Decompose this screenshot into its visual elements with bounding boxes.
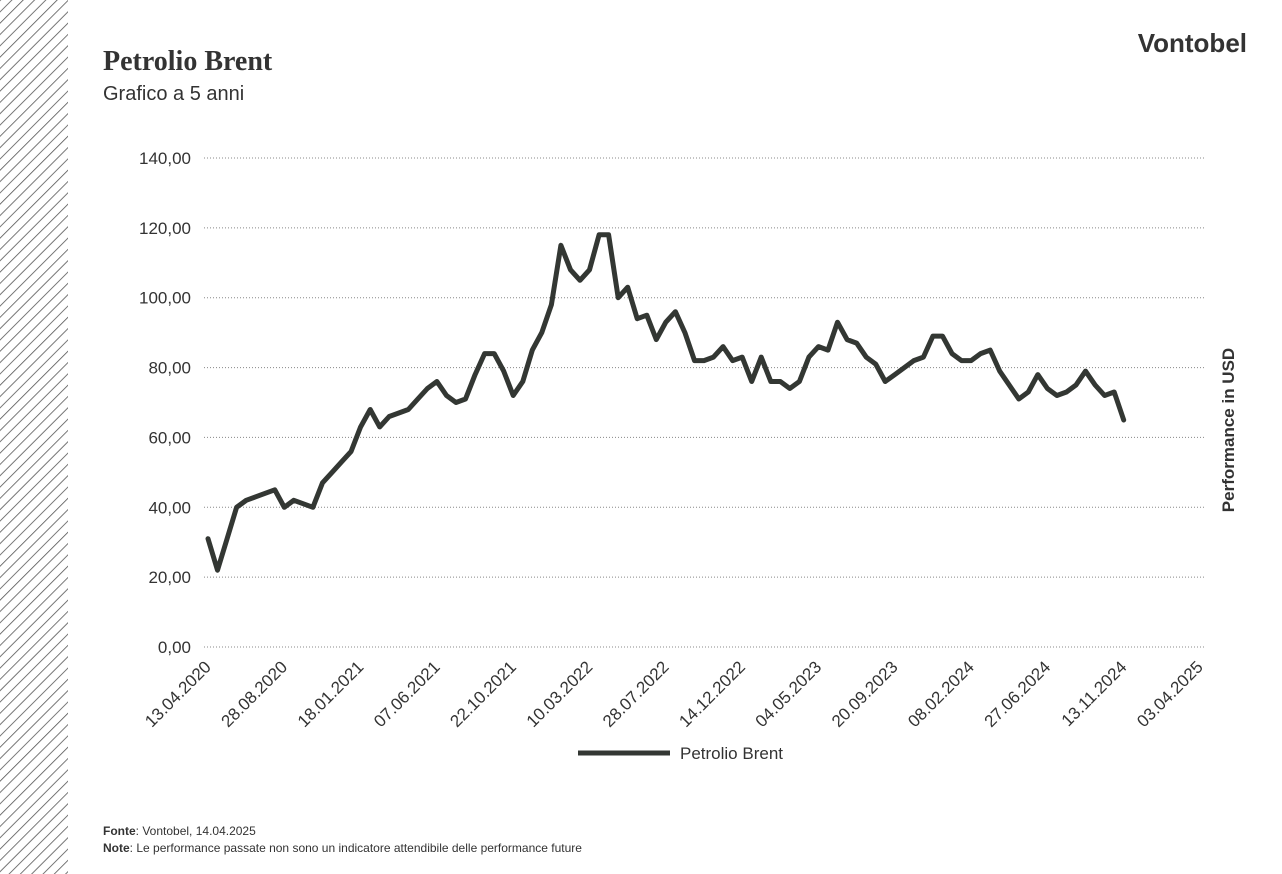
x-tick-label: 13.11.2024 [1058,657,1131,730]
x-tick-label: 07.06.2021 [370,657,444,731]
brand-logo: Vontobel [1138,28,1247,58]
y-tick-label: 80,00 [148,359,191,378]
line-series [205,232,1127,573]
footnote-label: Fonte [103,824,136,838]
footnote-text: : Vontobel, 14.04.2025 [136,824,256,838]
x-tick-label: 22.10.2021 [446,657,520,731]
y-tick-label: 40,00 [148,498,191,517]
plot: 0,00 20,00 40,00 60,00 80,00 100,00 120,00 140,… [139,149,1207,763]
y-tick-label: 120,00 [139,219,191,238]
y-tick-label: 20,00 [148,568,191,587]
y-tick-label: 100,00 [139,289,191,308]
y-tick-label: 0,00 [158,638,191,657]
x-tick-label: 10.03.2022 [523,657,597,731]
footnote-label: Note [103,841,130,855]
x-tick-label: 18.01.2021 [294,657,368,731]
x-tick-label: 27.06.2024 [981,657,1055,731]
x-tick-label: 04.05.2023 [752,657,826,731]
y-axis-label: Performance in USD [1219,348,1238,512]
hatch-strip [0,0,68,874]
x-tick-label: 28.08.2020 [218,657,292,731]
chart-subtitle: Grafico a 5 anni [103,83,244,105]
y-tick-label: 60,00 [148,428,191,447]
legend-label: Petrolio Brent [680,744,783,763]
x-tick-label: 20.09.2023 [828,657,902,731]
x-tick-label: 28.07.2022 [599,657,673,731]
x-tick-label: 08.02.2024 [904,657,978,731]
footnote-text: : Le performance passate non sono un ind… [130,841,583,855]
x-tick-label: 03.04.2025 [1133,657,1207,731]
x-tick-label: 14.12.2022 [675,657,749,731]
footnote: Fonte: Vontobel, 14.04.2025 [103,824,256,838]
x-tick-label: 13.04.2020 [141,657,215,731]
footnote: Note: Le performance passate non sono un… [103,841,582,855]
y-tick-label: 140,00 [139,149,191,168]
chart-title: Petrolio Brent [103,46,273,77]
